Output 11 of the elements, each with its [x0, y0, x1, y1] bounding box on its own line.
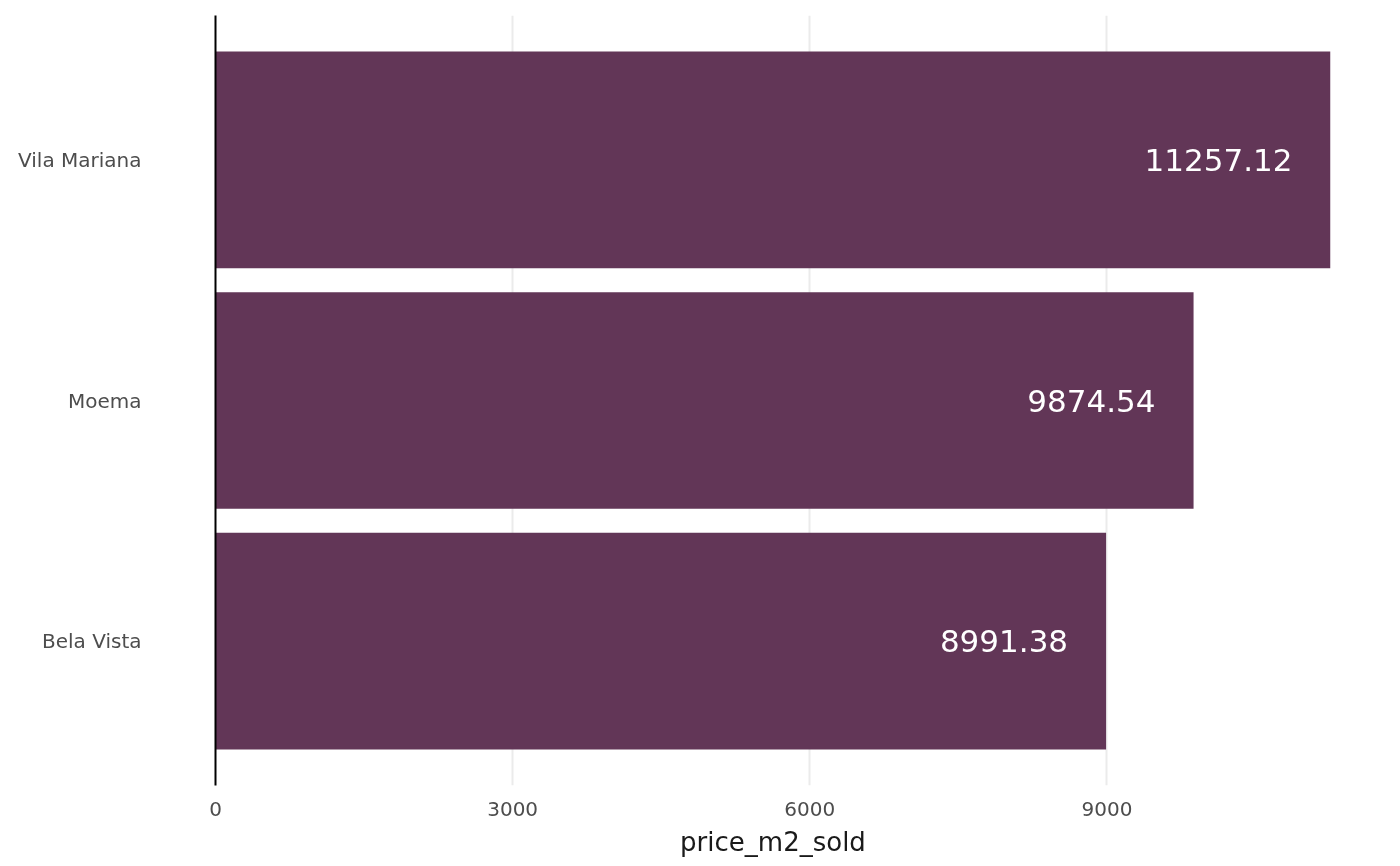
x-tick-label: 9000: [1081, 796, 1133, 821]
x-axis-title: price_m2_sold: [680, 826, 866, 857]
data-label: 11257.12: [1144, 141, 1293, 178]
y-tick-label: Bela Vista: [41, 629, 142, 654]
data-label: 8991.38: [939, 623, 1069, 660]
data-label: 9874.54: [1027, 382, 1156, 419]
x-tick-label: 3000: [487, 796, 539, 821]
x-tick-label: 0: [209, 796, 222, 821]
y-tick-label: Moema: [67, 388, 142, 413]
y-tick-label: Vila Mariana: [18, 147, 142, 172]
x-tick-label: 6000: [784, 796, 836, 821]
